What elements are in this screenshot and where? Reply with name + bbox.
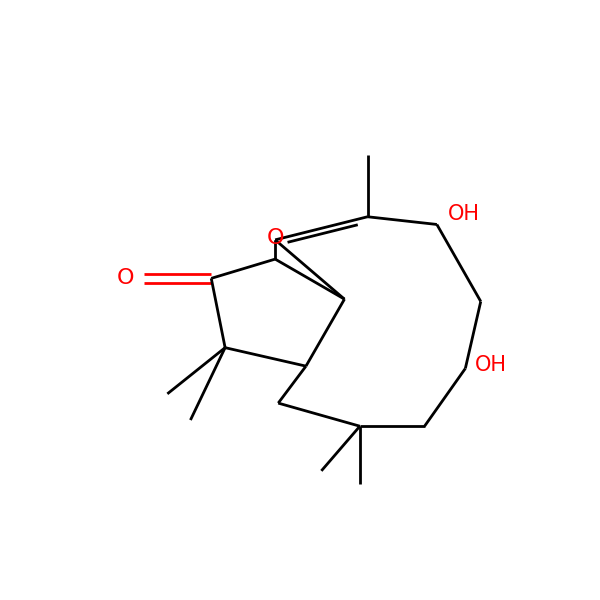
Text: O: O [266, 227, 284, 248]
Text: OH: OH [475, 355, 508, 374]
Text: O: O [117, 268, 134, 289]
Text: OH: OH [448, 205, 479, 224]
